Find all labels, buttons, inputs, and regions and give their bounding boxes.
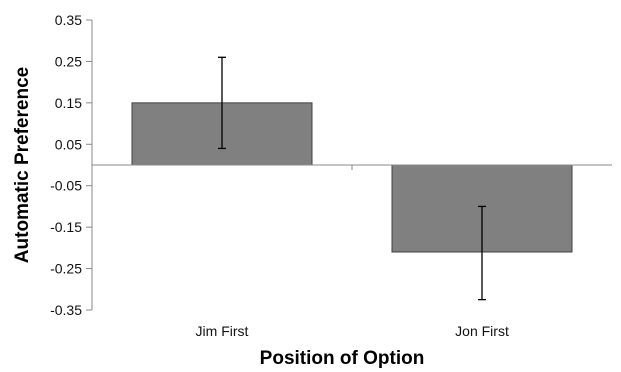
y-tick-label: 0.15 <box>55 95 82 111</box>
y-tick-label: 0.25 <box>55 53 82 69</box>
y-axis-title: Automatic Preference <box>12 67 33 263</box>
x-category-label: Jim First <box>196 323 249 339</box>
y-tick-label: -0.25 <box>50 261 82 277</box>
x-axis-title: Position of Option <box>260 348 425 369</box>
y-tick-label: -0.05 <box>50 178 82 194</box>
y-tick-label: -0.35 <box>50 302 82 318</box>
y-tick-label: 0.05 <box>55 136 82 152</box>
x-category-label: Jon First <box>455 323 509 339</box>
y-tick-label: 0.35 <box>55 12 82 28</box>
y-ticks-layer: 0.35 0.25 0.15 0.05 -0.05 -0.15 -0.25 -0.35 <box>50 12 353 318</box>
y-tick-label: -0.15 <box>50 219 82 235</box>
error-bars-layer <box>218 56 486 301</box>
bars-layer <box>131 102 573 253</box>
x-category-labels: Jim First Jon First <box>196 323 509 339</box>
